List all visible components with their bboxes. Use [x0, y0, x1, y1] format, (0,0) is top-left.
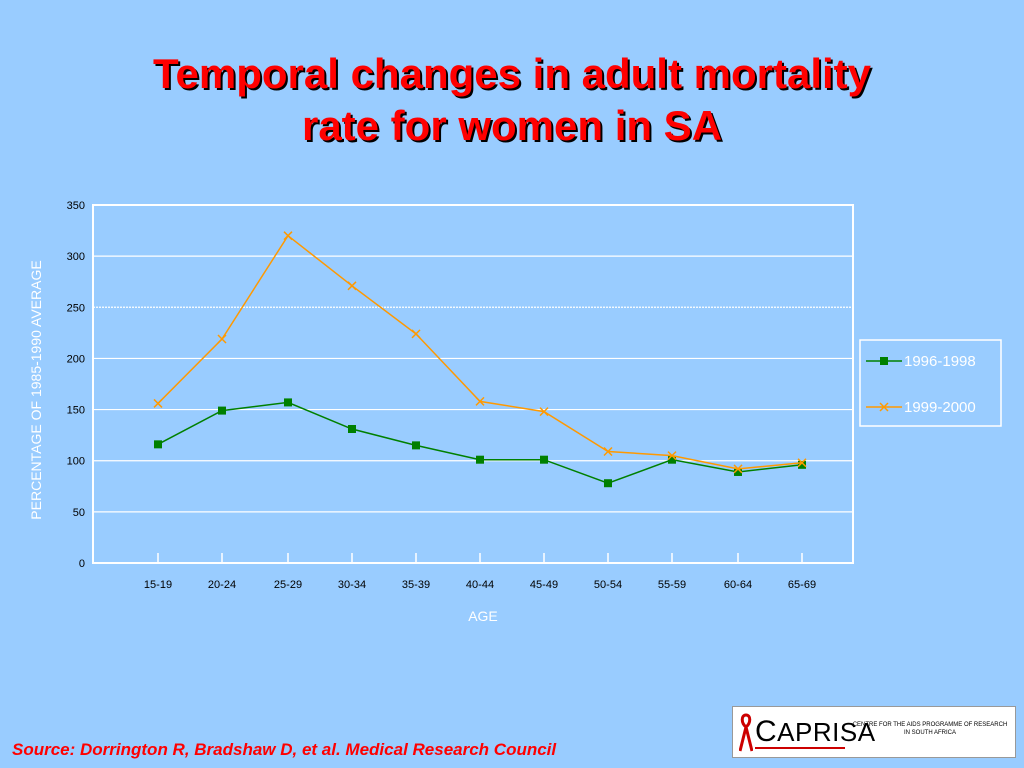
data-point-stroke	[797, 458, 807, 468]
logo-wordmark: CAPRISA	[755, 715, 876, 749]
chart-legend: 1996-1998 1999-2000	[859, 339, 1002, 427]
data-point	[604, 479, 612, 488]
x-tick-label: 45-49	[530, 579, 558, 591]
x-axis-label: AGE	[468, 608, 498, 624]
y-tick-label: 50	[73, 507, 85, 519]
slide-title-line-2: rate for women in SA	[301, 102, 723, 149]
y-tick-label: 300	[67, 251, 85, 263]
logo-name: APRISA	[777, 717, 876, 747]
logo-initial: C	[755, 715, 778, 748]
legend-marker	[880, 357, 888, 365]
data-point	[412, 441, 420, 450]
y-tick-label: 100	[67, 456, 85, 468]
legend-marker	[879, 402, 889, 412]
data-point	[475, 396, 485, 406]
y-tick-label: 200	[67, 353, 85, 365]
data-point	[153, 398, 163, 408]
data-point-stroke	[153, 398, 163, 408]
data-point	[734, 467, 742, 476]
data-point	[798, 460, 806, 469]
data-point-stroke	[603, 446, 613, 457]
data-point	[668, 455, 676, 464]
data-point-stroke	[347, 281, 357, 291]
red-ribbon-icon	[739, 713, 753, 752]
series-line-1996-1998	[157, 401, 803, 485]
data-point-stroke	[283, 231, 293, 241]
data-point	[476, 455, 484, 464]
y-axis-label: PERCENTAGE OF 1985-1990 AVERAGE	[28, 260, 44, 519]
x-tick-label: 20-24	[208, 579, 236, 591]
x-tick-label: 60-64	[724, 579, 752, 591]
logo-subtitle: CENTRE FOR THE AIDS PROGRAMME OF RESEARC…	[852, 722, 1008, 736]
data-point-stroke	[733, 464, 743, 474]
slide-title: Temporal changes in adult mortality rate…	[0, 48, 1024, 152]
data-point-stroke	[411, 329, 421, 339]
data-point	[539, 407, 549, 417]
caprisa-logo: CAPRISA CENTRE FOR THE AIDS PROGRAMME OF…	[732, 706, 1016, 758]
plot-area	[92, 204, 854, 564]
data-point	[347, 281, 357, 291]
x-tick-label: 55-59	[658, 579, 686, 591]
y-tick-label: 350	[67, 200, 85, 212]
y-tick-label: 0	[79, 558, 85, 570]
source-citation: Source: Dorrington R, Bradshaw D, et al.…	[12, 740, 557, 759]
data-point	[603, 446, 613, 457]
data-point	[217, 334, 227, 344]
data-point	[283, 231, 293, 241]
data-point-stroke	[217, 334, 227, 344]
data-point	[411, 329, 421, 339]
x-tick-label: 65-69	[788, 579, 816, 591]
legend-label: 1999-2000	[904, 399, 976, 416]
data-point	[284, 398, 292, 407]
y-tick-label: 150	[67, 405, 85, 417]
x-tick-label: 25-29	[274, 579, 302, 591]
data-point	[540, 455, 548, 464]
data-point	[348, 425, 356, 434]
y-tick-label: 250	[67, 302, 85, 314]
legend-box	[859, 339, 1002, 427]
logo-divider	[755, 747, 845, 749]
x-tick-label: 30-34	[338, 579, 366, 591]
data-point-stroke	[667, 451, 677, 461]
data-point-stroke	[475, 396, 485, 406]
slide-title-line-1: Temporal changes in adult mortality	[152, 50, 872, 97]
x-tick-label: 40-44	[466, 579, 494, 591]
series-line-1999-2000	[157, 234, 803, 470]
data-point	[733, 464, 743, 474]
x-tick-label: 15-19	[144, 579, 172, 591]
data-point	[797, 458, 807, 468]
data-point	[218, 406, 226, 415]
data-point-stroke	[539, 407, 549, 417]
data-point	[667, 451, 677, 461]
legend-label: 1996-1998	[904, 353, 976, 370]
data-point	[154, 440, 162, 449]
x-tick-label: 50-54	[594, 579, 622, 591]
x-tick-label: 35-39	[402, 579, 430, 591]
